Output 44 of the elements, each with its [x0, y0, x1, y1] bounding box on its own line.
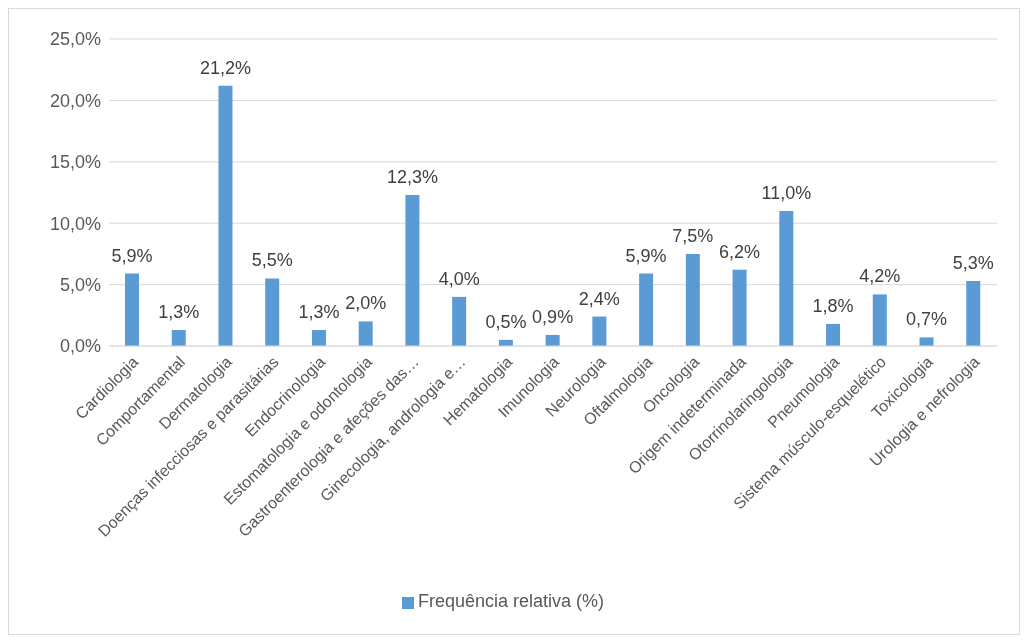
bar: [218, 85, 233, 346]
data-label: 5,5%: [251, 250, 293, 271]
y-tick-label: 5,0%: [59, 274, 101, 295]
data-label: 1,3%: [298, 302, 340, 323]
bar: [171, 330, 186, 346]
data-label: 0,7%: [906, 309, 948, 330]
bar: [872, 294, 887, 346]
legend-label: Frequência relativa (%): [417, 591, 605, 611]
data-label: 5,3%: [952, 252, 994, 273]
bar: [545, 334, 560, 346]
y-tick-label: 15,0%: [49, 152, 101, 173]
data-label: 12,3%: [386, 166, 438, 187]
bar: [358, 321, 373, 346]
data-label: 2,0%: [345, 293, 387, 314]
data-label: 4,0%: [438, 268, 480, 289]
data-label: 2,4%: [578, 288, 620, 309]
bar: [732, 269, 747, 346]
data-label: 4,2%: [859, 266, 901, 287]
y-tick-label: 20,0%: [49, 90, 101, 111]
data-label: 11,0%: [761, 182, 812, 203]
data-label: 1,8%: [812, 295, 854, 316]
data-label: 0,5%: [485, 311, 527, 332]
y-tick-label: 10,0%: [49, 213, 101, 234]
bar: [826, 323, 841, 346]
data-label: 7,5%: [672, 225, 714, 246]
data-label: 6,2%: [719, 241, 761, 262]
bar: [685, 253, 700, 346]
data-label: 5,9%: [625, 245, 667, 266]
bar: [919, 337, 934, 346]
y-tick-label: 0,0%: [59, 336, 101, 357]
data-label: 1,3%: [158, 302, 200, 323]
bar: [779, 210, 794, 346]
data-label: 21,2%: [199, 57, 251, 78]
bar: [639, 273, 654, 346]
y-tick-label: 25,0%: [49, 29, 101, 50]
bar: [405, 194, 420, 346]
bar: [966, 280, 981, 346]
bar: [311, 330, 326, 346]
data-label: 0,9%: [532, 306, 574, 327]
bar: [452, 296, 467, 346]
bar: [125, 273, 139, 346]
data-label: 5,9%: [111, 245, 153, 266]
bar: [592, 316, 607, 346]
bar: [265, 278, 280, 346]
